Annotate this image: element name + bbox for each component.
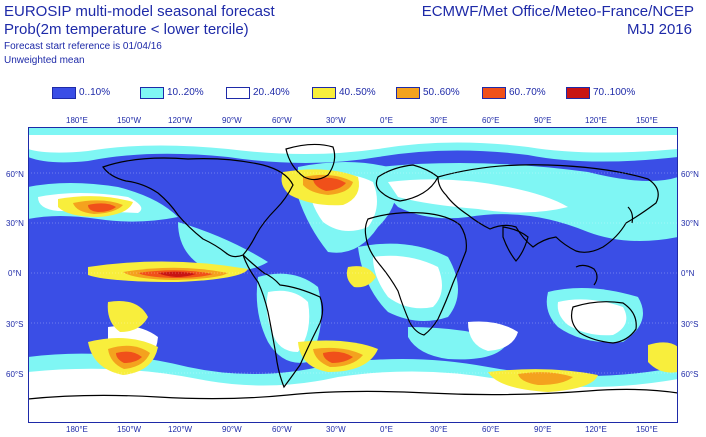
lon-label-bottom: 180°E [66,425,88,434]
lon-label-top: 90°W [222,116,242,125]
map-frame [28,127,678,423]
lon-label-bottom: 150°E [636,425,658,434]
legend-label: 70..100% [593,87,636,98]
lat-label-right: 60°N [681,170,699,179]
lat-label-right: 60°S [681,370,699,379]
lon-label-bottom: 150°W [117,425,142,434]
legend-swatch [52,87,76,99]
lon-label-top: 180°E [66,116,88,125]
lon-label-top: 150°E [636,116,658,125]
lon-label-bottom: 60°E [482,425,500,434]
lon-label-bottom: 90°W [222,425,242,434]
graticule [28,172,678,374]
lon-label-top: 120°W [168,116,193,125]
probability-map [28,127,678,423]
lon-label-top: 60°W [272,116,292,125]
lon-label-top: 30°W [326,116,346,125]
season-label: MJJ 2016 [626,21,692,38]
legend-swatch [140,87,164,99]
lon-label-bottom: 120°W [168,425,193,434]
legend-swatch [566,87,590,99]
title-line2: Prob(2m temperature < lower tercile) [4,21,249,38]
legend-swatch [482,87,506,99]
mean-note: Unweighted mean [4,55,85,66]
lon-label-bottom: 60°W [272,425,292,434]
lat-label-left: 30°S [6,320,24,329]
forecast-start-ref: Forecast start reference is 01/04/16 [4,41,162,52]
legend-label: 10..20% [167,87,204,98]
lon-label-top: 120°E [585,116,607,125]
lon-label-top: 30°E [430,116,448,125]
lon-label-bottom: 90°E [534,425,552,434]
legend-swatch [312,87,336,99]
legend-swatch [396,87,420,99]
legend-label: 40..50% [339,87,376,98]
darkred-regions [158,271,196,277]
legend-label: 50..60% [423,87,460,98]
lon-label-top: 150°W [117,116,142,125]
coastlines [28,143,678,400]
lat-label-left: 60°N [6,170,24,179]
centres-label: ECMWF/Met Office/Meteo-France/NCEP [421,3,694,20]
legend-label: 0..10% [79,87,111,98]
lon-label-bottom: 0°E [380,425,393,434]
lat-label-right: 0°N [681,269,695,278]
title-line1: EUROSIP multi-model seasonal forecast [4,3,275,20]
lon-label-bottom: 30°W [326,425,346,434]
lon-label-top: 60°E [482,116,500,125]
redorange-regions [88,177,353,363]
lat-label-left: 30°N [6,219,24,228]
legend-label: 60..70% [509,87,546,98]
lon-label-bottom: 30°E [430,425,448,434]
lat-label-right: 30°N [681,219,699,228]
lon-label-bottom: 120°E [585,425,607,434]
legend-label: 20..40% [253,87,290,98]
lon-label-top: 0°E [380,116,393,125]
lat-label-right: 30°S [681,320,699,329]
legend-swatch [226,87,250,99]
lon-label-top: 90°E [534,116,552,125]
lat-label-left: 60°S [6,370,24,379]
lat-label-left: 0°N [8,269,22,278]
